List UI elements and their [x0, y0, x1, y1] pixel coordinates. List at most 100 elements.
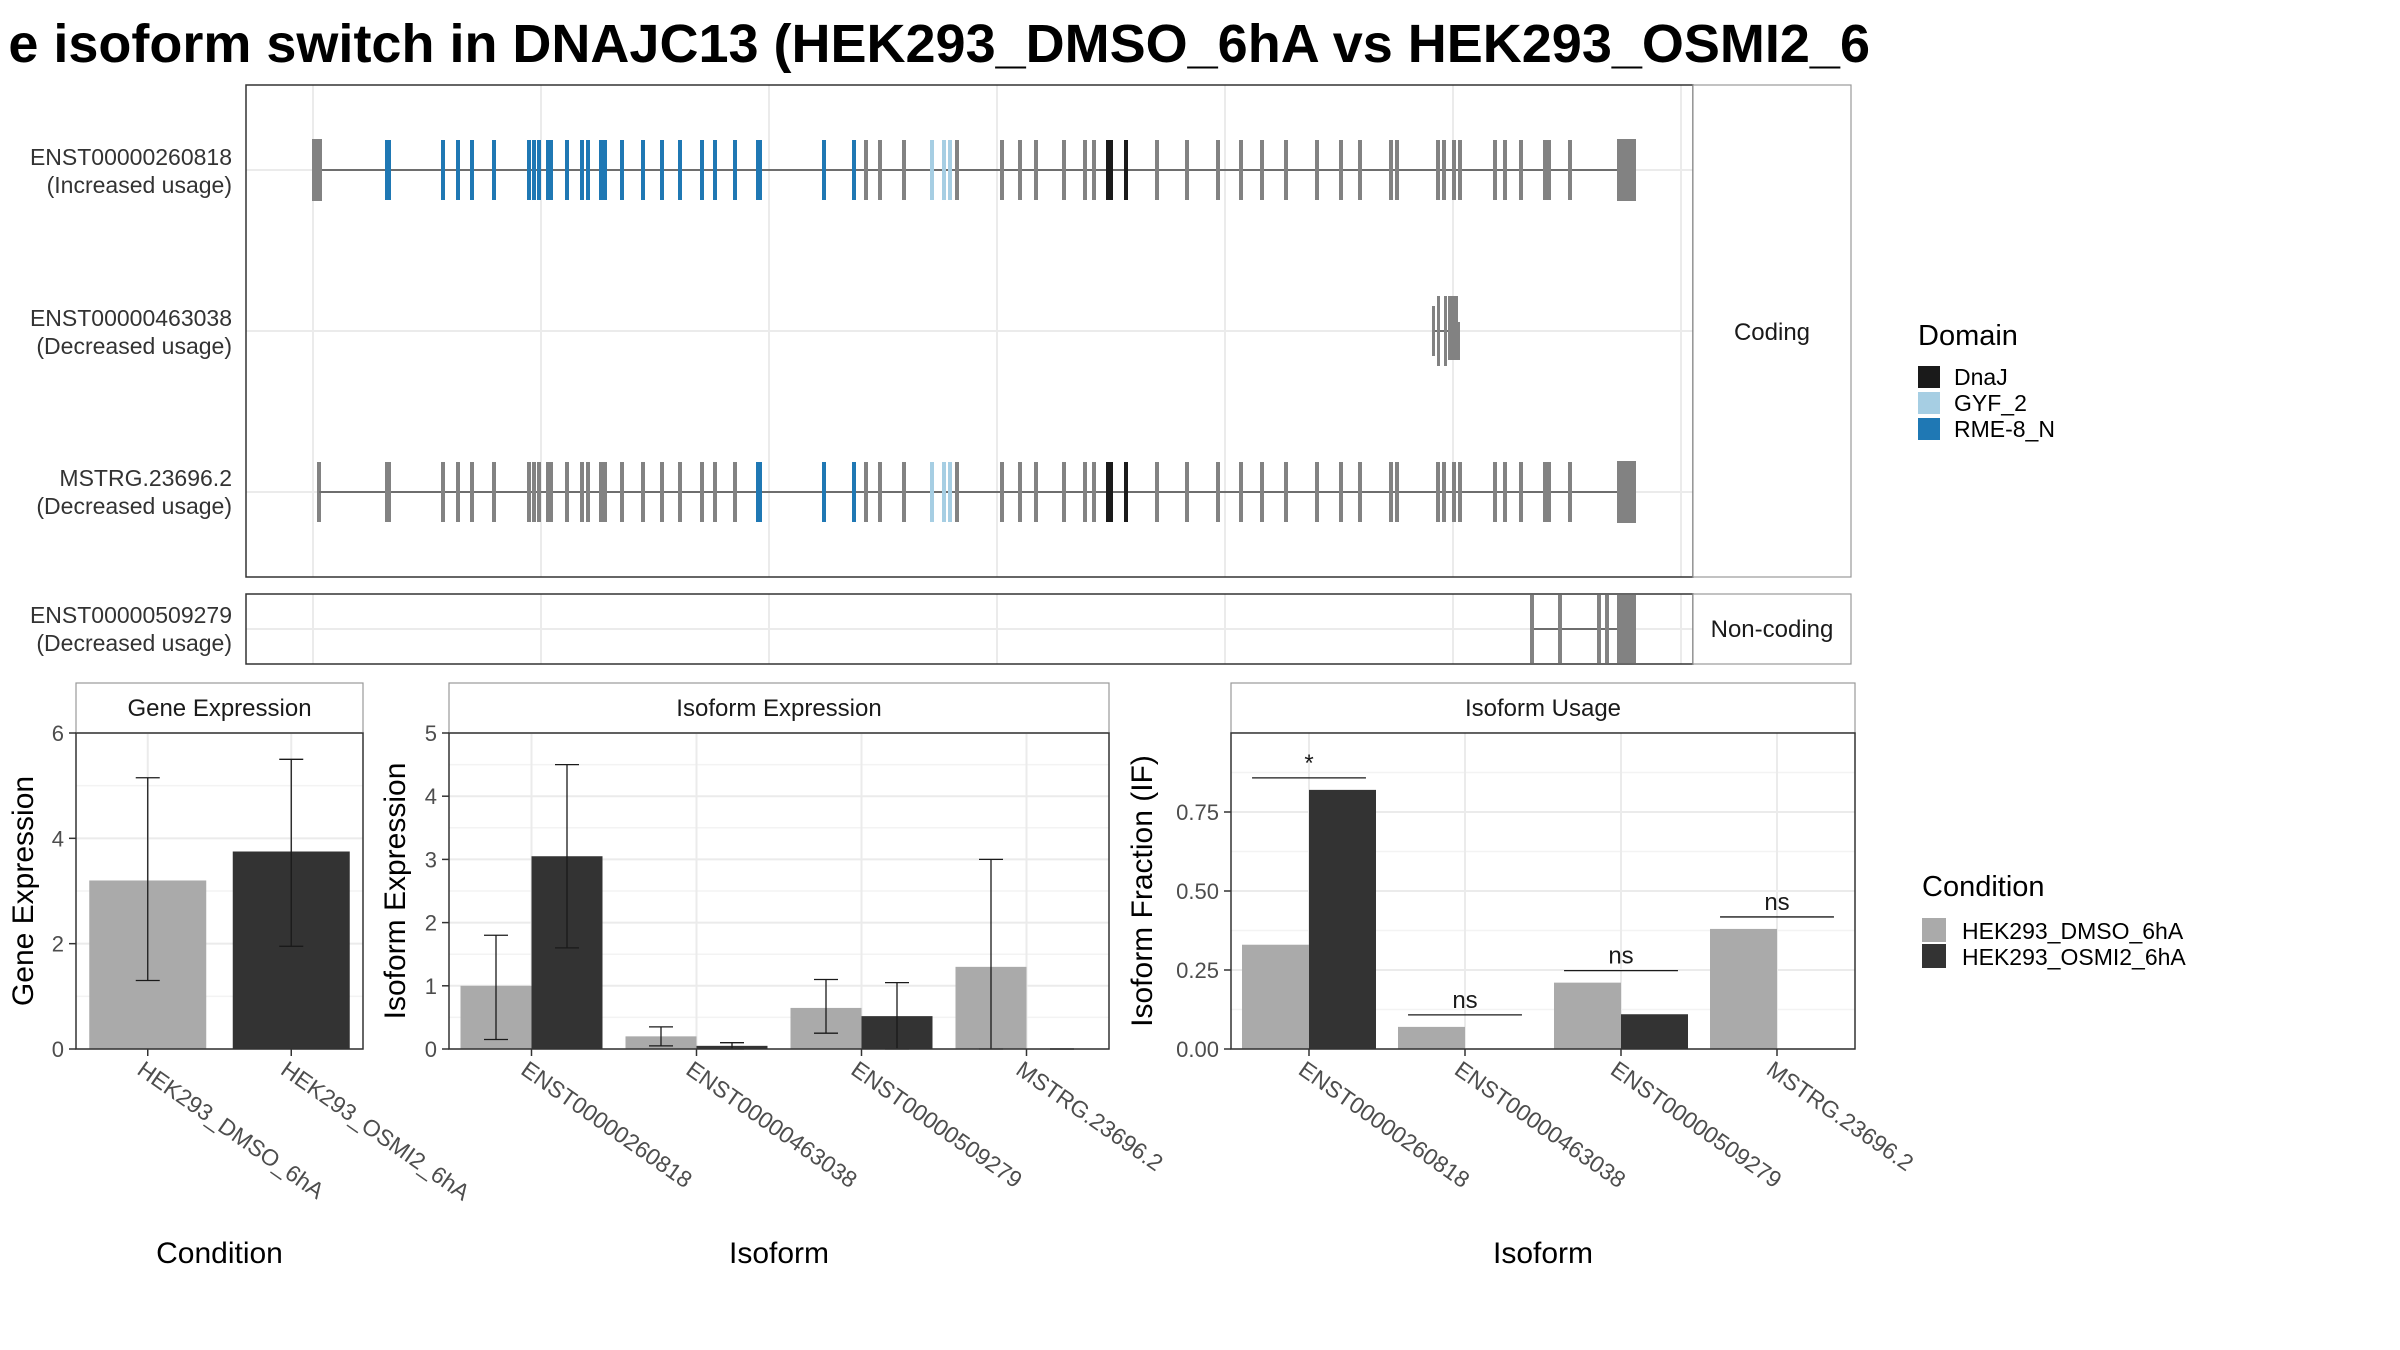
- isoform-expression-ylabel: Isoform Expression: [379, 763, 412, 1020]
- transcript-track-3: [317, 461, 1636, 523]
- tx3-exon-15: [603, 462, 607, 522]
- tx3-exon-54: [1436, 462, 1440, 522]
- tx3-exon-31: [942, 462, 946, 522]
- tx1-exon-34: [1000, 140, 1004, 200]
- tx1-exon-last: [1622, 139, 1636, 201]
- tx3-exon-21: [713, 462, 717, 522]
- tx3-exon-45: [1216, 462, 1220, 522]
- tx3-exon-35: [1018, 462, 1022, 522]
- isoform-usage-x-ticks: ENST00000260818ENST00000463038ENST000005…: [1294, 1049, 1918, 1193]
- tx1-exon-52: [1389, 140, 1393, 200]
- isoform-label-1-id: ENST00000260818: [30, 144, 232, 170]
- tx3-exon-6: [527, 462, 531, 522]
- tx3-exon-62: [1547, 462, 1551, 522]
- tx1-exon-47: [1260, 140, 1264, 200]
- tx3-exon-34: [1000, 462, 1004, 522]
- tx3-exon-48: [1284, 462, 1288, 522]
- tx1-exon-41: [1109, 140, 1113, 200]
- tx3-exon-24: [758, 462, 762, 522]
- domain-legend-label-dnaj: DnaJ: [1954, 364, 2008, 390]
- tx3-exon-41: [1109, 462, 1113, 522]
- tx3-exon-29: [902, 462, 906, 522]
- tx1-exon-2: [441, 140, 445, 200]
- tx1-exon-48: [1284, 140, 1288, 200]
- tx3-exon-13: [586, 462, 590, 522]
- iu-sig-label-2: ns: [1608, 943, 1633, 970]
- tx3-exon-22: [733, 462, 737, 522]
- tx3-exon-32: [948, 462, 952, 522]
- tx1-exon-15: [603, 140, 607, 200]
- gene-expression-strip-title: Gene Expression: [127, 695, 311, 722]
- tx1-exon-28: [878, 140, 882, 200]
- tx2-exon-0: [1432, 306, 1435, 356]
- tx3-exon-1: [387, 462, 391, 522]
- gene-expression-xlabel: Condition: [156, 1237, 283, 1270]
- domain-legend-label-rme8n: RME-8_N: [1954, 416, 2055, 442]
- gene-expression-bars: [89, 758, 350, 1049]
- tx1-exon-18: [660, 140, 664, 200]
- domain-legend-swatch-gyf2: [1918, 392, 1940, 414]
- isoform-label-2-usage: (Decreased usage): [36, 333, 232, 359]
- tx2-exon-4: [1448, 322, 1460, 360]
- tx1-exon-46: [1239, 140, 1243, 200]
- iu-sig-label-3: ns: [1764, 889, 1789, 916]
- tx1-exon-32: [948, 140, 952, 200]
- iu-sig-label-1: ns: [1452, 987, 1477, 1014]
- tx1-exon-38: [1083, 140, 1087, 200]
- gene-expression-y-ticks: 0 2 4 6: [52, 721, 76, 1062]
- tx1-exon-3: [456, 140, 460, 200]
- tx3-exon-17: [641, 462, 645, 522]
- domain-legend: Domain DnaJ GYF_2 RME-8_N: [1918, 320, 2055, 442]
- tx2-exon-2: [1444, 296, 1447, 366]
- tx1-exon-56: [1452, 140, 1456, 200]
- tx3-exon-last: [1622, 461, 1636, 523]
- domain-legend-label-gyf2: GYF_2: [1954, 390, 2027, 416]
- structure-noncoding-grid: [246, 594, 1693, 664]
- tx1-exon-33: [955, 140, 959, 200]
- tx3-exon-60: [1519, 462, 1523, 522]
- tx3-exon-61: [1543, 462, 1547, 522]
- condition-legend-label-dmso: HEK293_DMSO_6hA: [1962, 918, 2184, 944]
- isoform-label-3-usage: (Decreased usage): [36, 493, 232, 519]
- tx3-exon-26: [852, 462, 856, 522]
- iu-bar-0-1: [1309, 789, 1376, 1049]
- iu-xtick-label-1: ENST00000463038: [1450, 1056, 1630, 1193]
- ge-ytick-label-0: 0: [52, 1037, 64, 1062]
- tx1-exon-55: [1442, 140, 1446, 200]
- tx4-exon-2: [1597, 595, 1601, 663]
- iu-xtick-label-0: ENST00000260818: [1294, 1056, 1474, 1193]
- iu-ytick-label-3: 0.75: [1176, 800, 1219, 825]
- iu-ytick-label-0: 0.00: [1176, 1037, 1219, 1062]
- tx1-exon-58: [1493, 140, 1497, 200]
- isoform-expression-xlabel: Isoform: [729, 1237, 829, 1270]
- tx3-exon-11: [565, 462, 569, 522]
- ie-ytick-label-5: 5: [425, 721, 437, 746]
- tx3-exon-20: [700, 462, 704, 522]
- tx3-exon-55: [1442, 462, 1446, 522]
- ge-ytick-label-1: 2: [52, 932, 64, 957]
- iu-bar-0-0: [1242, 944, 1309, 1049]
- tx3-exon-30: [930, 462, 934, 522]
- tx1-exon-22: [733, 140, 737, 200]
- structure-coding-panel: Coding ENST00000260818 (Increased usage)…: [30, 84, 1852, 578]
- tx3-exon-37: [1062, 462, 1066, 522]
- isoform-label-3-id: MSTRG.23696.2: [59, 465, 232, 491]
- tx1-exon-35: [1018, 140, 1022, 200]
- transcript-track-2: [1432, 296, 1460, 366]
- isoform-usage-xlabel: Isoform: [1493, 1237, 1593, 1270]
- iu-bar-3-0: [1710, 928, 1777, 1049]
- isoform-expression-strip-title: Isoform Expression: [676, 695, 881, 722]
- tx1-exon-14: [599, 140, 603, 200]
- tx1-exon-8: [537, 140, 541, 200]
- facet-label-noncoding: Non-coding: [1711, 616, 1834, 643]
- iu-xtick-label-2: ENST00000509279: [1606, 1056, 1786, 1193]
- tx3-exon-40: [1106, 462, 1110, 522]
- domain-legend-title: Domain: [1918, 320, 2018, 352]
- isoform-usage-ylabel: Isoform Fraction (IF): [1126, 755, 1159, 1027]
- tx4-exon-0: [1530, 595, 1534, 663]
- tx3-exon-14: [599, 462, 603, 522]
- isoform-expression-x-ticks: ENST00000260818ENST00000463038ENST000005…: [517, 1049, 1168, 1193]
- tx1-exon-16: [620, 140, 624, 200]
- tx1-exon-first: [312, 139, 322, 201]
